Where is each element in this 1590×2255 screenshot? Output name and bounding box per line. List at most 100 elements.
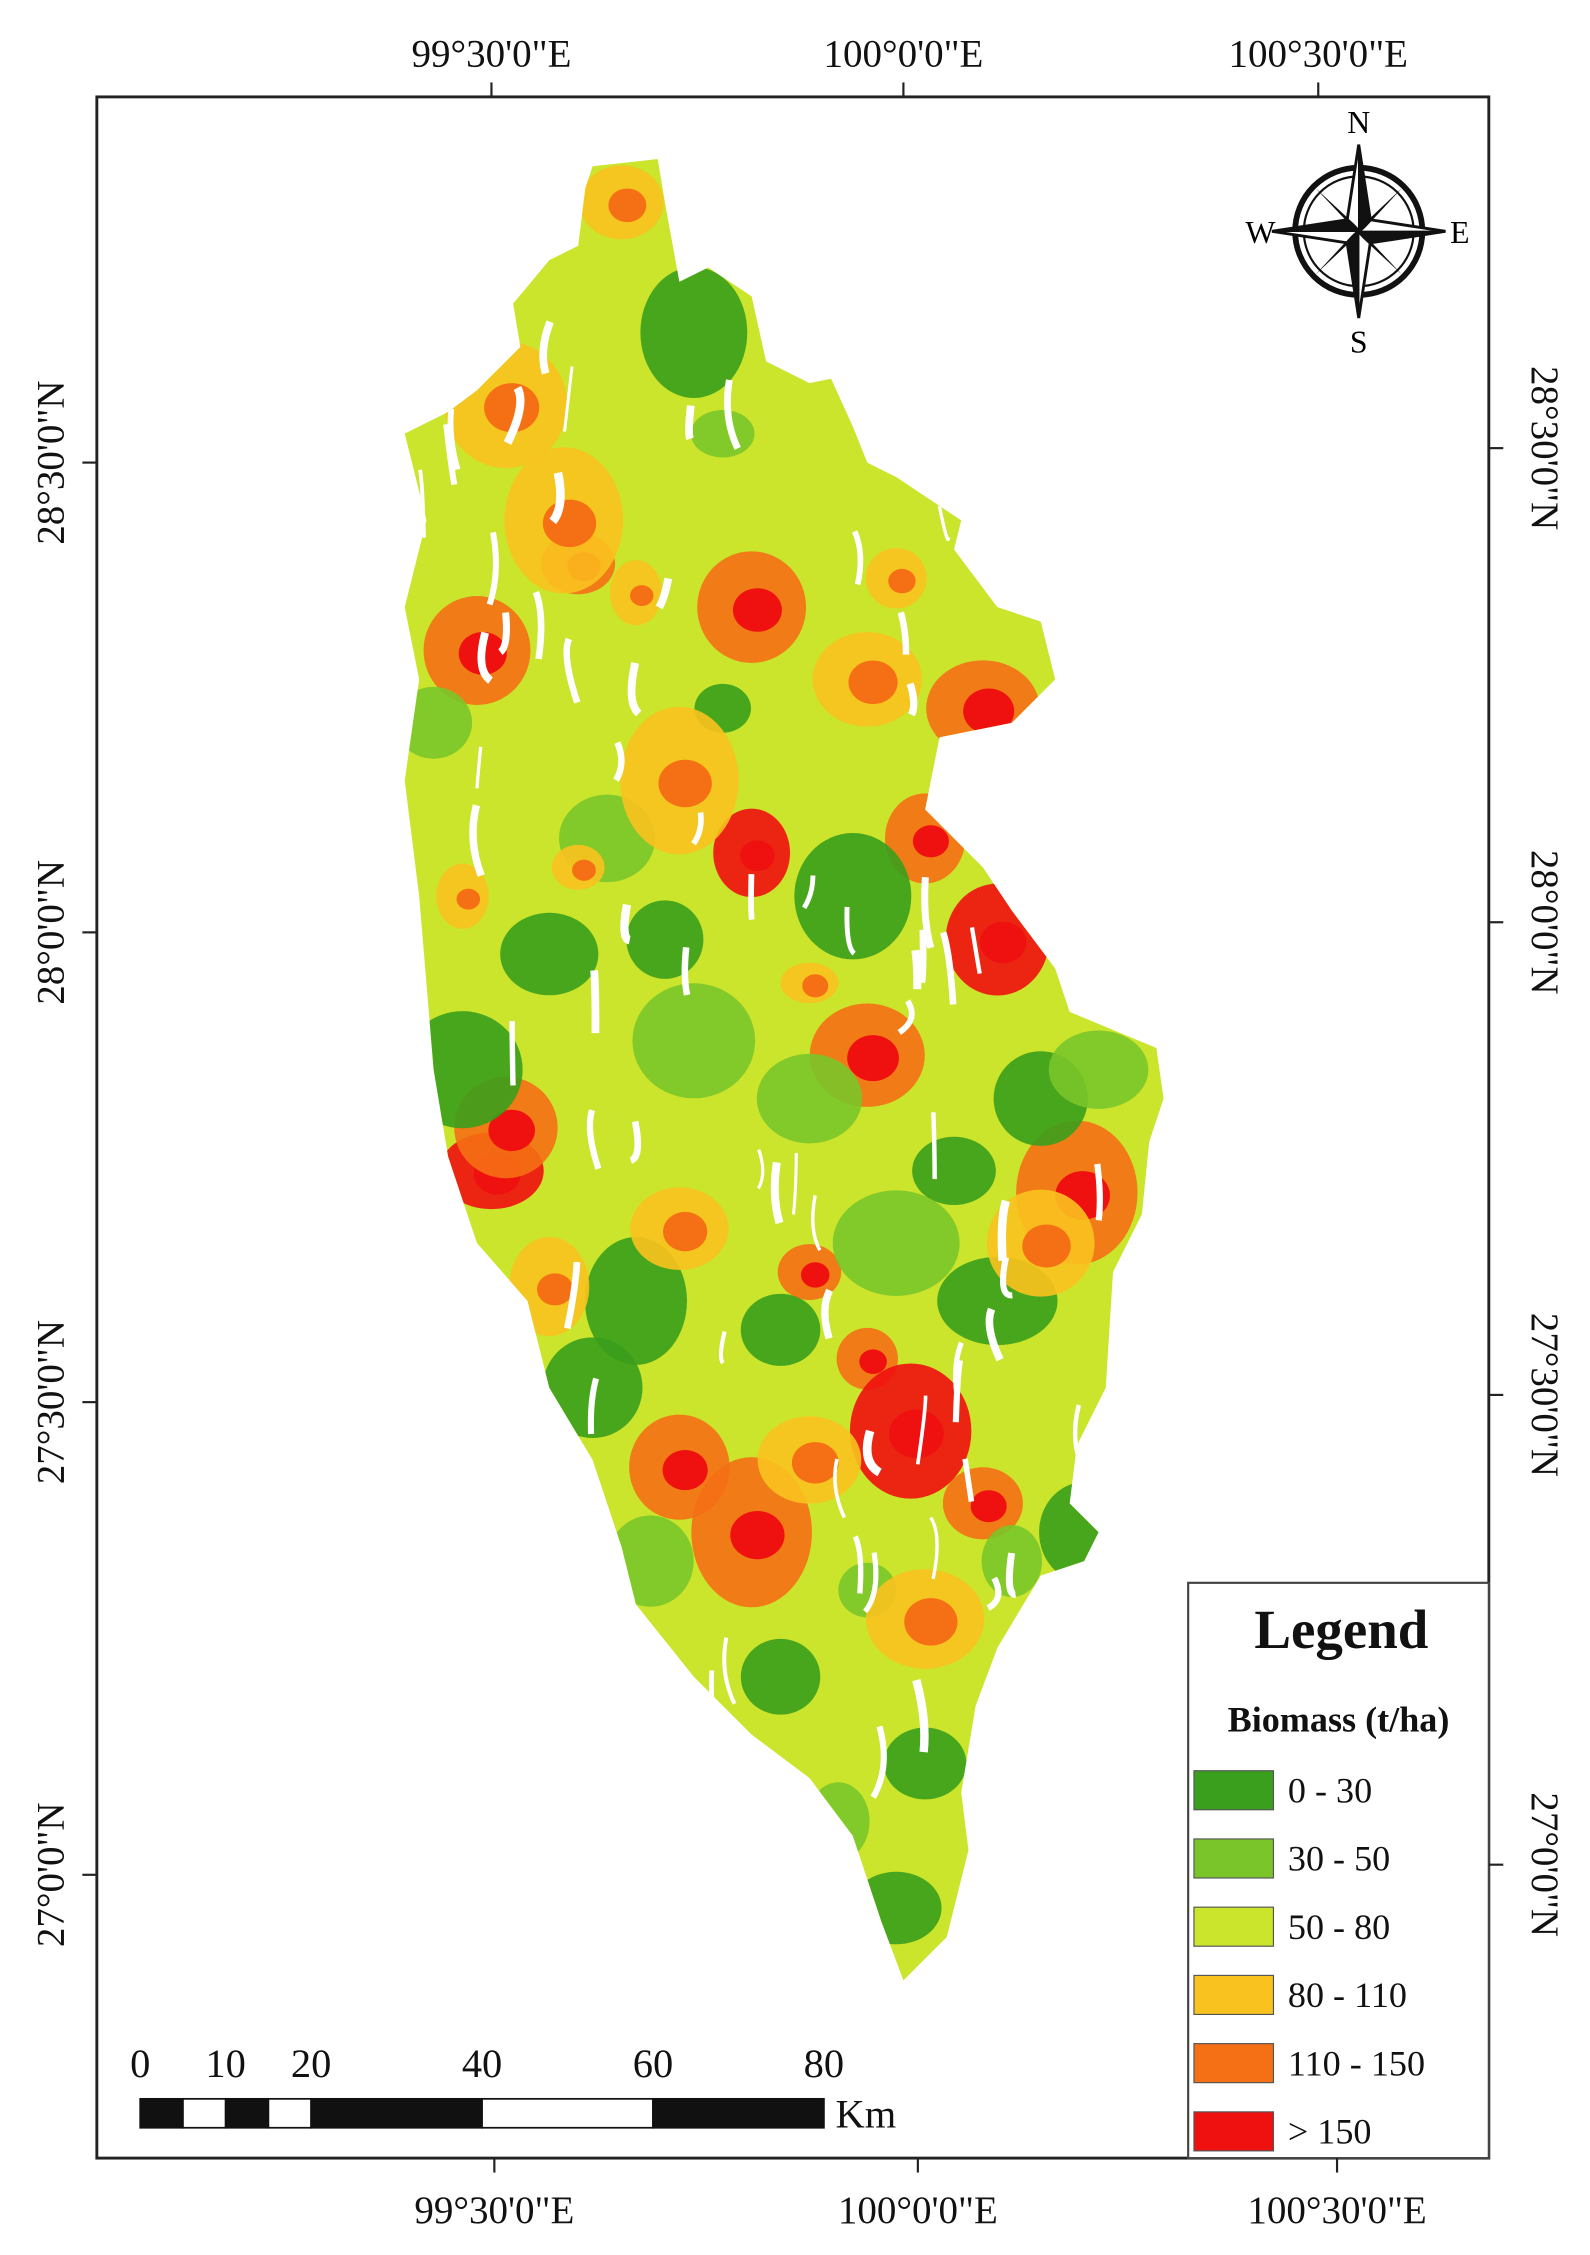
map-frame: [95, 95, 1491, 2160]
no-data-gap: [601, 1755, 611, 1796]
biomass-patch: [608, 188, 647, 223]
biomass-patch: [488, 1109, 535, 1152]
legend-swatch: [1193, 1906, 1275, 1947]
no-data-gap: [564, 1261, 581, 1330]
no-data-gap: [503, 385, 525, 445]
right-coord-label: 28°0'0"N: [1523, 850, 1566, 995]
biomass-patch: [658, 759, 712, 808]
no-data-gap: [952, 1359, 963, 1423]
right-coord-label: 27°30'0"N: [1523, 1313, 1566, 1477]
biomass-patch: [626, 900, 704, 979]
biomass-patch: [848, 660, 898, 705]
no-data-gap: [627, 662, 642, 717]
no-data-gap: [444, 1234, 458, 1277]
biomass-patch: [585, 1236, 687, 1365]
legend-swatch: [1193, 1838, 1275, 1879]
no-data-gap: [1115, 1434, 1136, 1507]
no-data-gap: [821, 1288, 833, 1340]
no-data-gap: [940, 931, 957, 1005]
biomass-patch: [607, 1515, 694, 1607]
biomass-patch: [730, 1511, 785, 1560]
biomass-patch: [500, 912, 599, 996]
no-data-gap: [620, 903, 632, 945]
scale-bar-segment: [310, 2097, 483, 2129]
no-data-gap: [811, 1195, 822, 1252]
compass-n: N: [1347, 105, 1370, 140]
biomass-patch: [756, 1053, 863, 1144]
compass-w: W: [1245, 215, 1275, 250]
left-coord-label: 27°0'0"N: [30, 1802, 73, 1947]
biomass-patch: [404, 1011, 523, 1129]
biomass-patch: [832, 1190, 960, 1296]
no-data-gap: [509, 1021, 516, 1086]
no-data-gap: [929, 1516, 939, 1580]
bottom-coord-label: 100°30'0"E: [1247, 2189, 1426, 2232]
no-data-gap: [1103, 746, 1116, 805]
no-data-gap: [1094, 1163, 1103, 1221]
no-data-gap: [931, 1112, 937, 1180]
no-data-gap: [1005, 1552, 1017, 1598]
biomass-patch: [484, 383, 540, 433]
compass-e: E: [1450, 215, 1469, 250]
biomass-patch: [847, 1035, 899, 1082]
no-data-gap: [586, 1109, 602, 1170]
biomass-patch: [630, 585, 654, 606]
biomass-patch: [800, 1262, 830, 1288]
no-data-gap: [681, 946, 691, 996]
legend-label: 0 - 30: [1288, 1771, 1372, 1811]
no-data-gap: [475, 746, 483, 789]
no-data-gap: [844, 906, 857, 956]
biomass-patch: [889, 1409, 944, 1459]
no-data-gap: [897, 611, 910, 655]
biomass-patch: [791, 1442, 839, 1484]
no-data-gap: [469, 804, 485, 877]
scale-bar-label: 0: [130, 2041, 150, 2086]
no-data-gap: [563, 1766, 574, 1823]
scale-bar-label: 20: [291, 2041, 331, 2086]
no-data-gap: [962, 1458, 975, 1503]
no-data-gap: [477, 631, 494, 684]
no-data-gap: [1002, 797, 1018, 844]
no-data-gap: [897, 999, 915, 1035]
no-data-gap: [969, 927, 982, 974]
no-data-gap: [685, 405, 695, 440]
no-data-gap: [1027, 1831, 1042, 1904]
no-data-gap: [911, 949, 922, 990]
biomass-patch: [740, 1293, 821, 1366]
no-data-gap: [986, 1576, 1002, 1611]
no-data-gap: [862, 1429, 883, 1477]
no-data-gap: [870, 1725, 887, 1799]
no-data-gap: [756, 1149, 765, 1190]
no-data-gap: [549, 471, 565, 525]
biomass-patch: [537, 1273, 574, 1306]
no-data-gap: [497, 612, 510, 655]
scale-bar-segment: [652, 2097, 825, 2129]
biomass-patch: [640, 266, 748, 399]
no-data-gap: [921, 876, 935, 949]
no-data-gap: [770, 1161, 784, 1225]
no-data-gap: [915, 1395, 928, 1465]
no-data-gap: [722, 1637, 737, 1705]
no-data-gap: [724, 379, 741, 450]
no-data-gap: [1126, 379, 1141, 412]
no-data-gap: [833, 1458, 847, 1519]
scale-bar-segment: [182, 2097, 227, 2129]
legend-label: 80 - 110: [1288, 1975, 1407, 2015]
compass-s: S: [1350, 325, 1368, 360]
biomass-patch: [859, 1349, 887, 1374]
no-data-gap: [709, 1670, 717, 1732]
no-data-gap: [937, 505, 951, 542]
scale-bar-segment: [224, 2097, 270, 2129]
biomass-patch: [970, 1490, 1007, 1523]
no-data-gap: [447, 408, 461, 471]
scale-bar-segment: [267, 2097, 313, 2129]
no-data-gap: [852, 530, 864, 586]
legend-swatch: [1193, 1974, 1275, 2016]
no-data-gap: [862, 1552, 879, 1614]
biomass-patch: [1048, 1030, 1149, 1109]
biomass-patch: [912, 1136, 996, 1206]
no-data-gap: [907, 332, 922, 393]
bottom-coord-label: 100°0'0"E: [838, 2189, 998, 2232]
no-data-gap: [650, 1633, 662, 1699]
